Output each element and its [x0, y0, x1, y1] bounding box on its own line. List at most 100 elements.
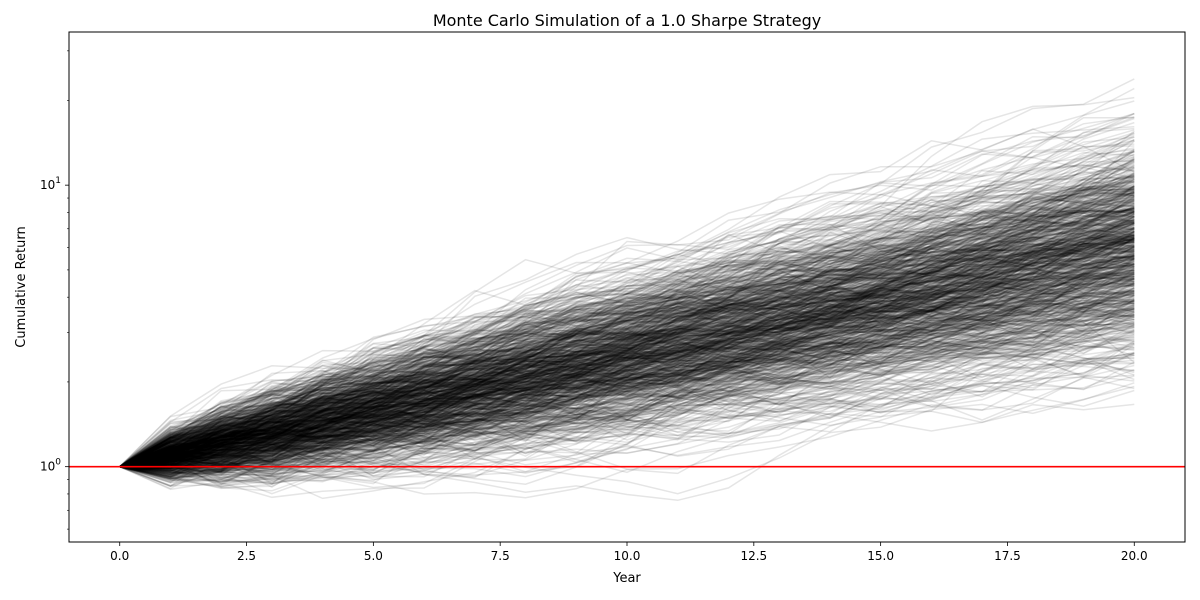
simulation-path: [119, 216, 1135, 468]
simulation-path: [119, 298, 1135, 482]
simulation-path: [119, 237, 1135, 469]
simulation-path: [119, 273, 1135, 468]
simulation-path: [119, 336, 1135, 468]
simulation-path: [119, 272, 1135, 468]
simulation-path: [119, 227, 1135, 468]
simulation-path: [119, 321, 1135, 468]
simulation-path: [119, 212, 1135, 468]
simulation-path: [119, 165, 1135, 468]
simulation-path: [119, 235, 1135, 468]
simulation-path: [119, 149, 1135, 468]
simulation-path: [119, 224, 1135, 468]
simulation-path: [119, 210, 1135, 468]
simulation-path: [119, 215, 1135, 471]
simulation-path: [119, 303, 1135, 468]
simulation-path: [119, 170, 1135, 468]
simulation-path: [119, 287, 1135, 470]
simulation-path: [119, 242, 1135, 468]
simulation-path: [119, 218, 1135, 468]
simulation-path: [119, 215, 1135, 472]
simulation-path: [119, 234, 1135, 468]
simulation-path: [119, 241, 1135, 469]
simulation-path: [119, 291, 1135, 468]
simulation-path: [119, 314, 1135, 468]
simulation-path: [119, 222, 1135, 468]
simulation-path: [119, 267, 1135, 468]
simulation-path: [119, 228, 1135, 468]
simulation-path: [119, 263, 1135, 468]
simulation-path: [119, 140, 1135, 468]
simulation-path: [119, 254, 1135, 468]
simulation-path: [119, 307, 1135, 468]
simulation-path: [119, 268, 1135, 470]
simulation-path: [119, 220, 1135, 476]
simulation-path: [119, 273, 1135, 468]
simulation-path: [119, 237, 1135, 468]
simulation-path: [119, 245, 1135, 488]
simulation-path: [119, 248, 1135, 468]
simulation-path: [119, 216, 1135, 488]
simulation-path: [119, 292, 1135, 489]
simulation-path: [119, 193, 1135, 468]
simulation-path: [119, 261, 1135, 468]
simulation-path: [119, 304, 1135, 472]
simulation-path: [119, 192, 1135, 468]
simulation-path: [119, 315, 1135, 468]
simulation-path: [119, 192, 1135, 468]
simulation-path: [119, 198, 1135, 468]
simulation-path: [119, 238, 1135, 468]
simulation-path: [119, 288, 1135, 468]
simulation-path: [119, 226, 1135, 468]
simulation-path: [119, 299, 1135, 478]
simulation-path: [119, 238, 1135, 468]
simulation-path: [119, 230, 1135, 468]
simulation-path: [119, 283, 1135, 468]
simulation-path: [119, 282, 1135, 475]
simulation-path: [119, 295, 1135, 488]
simulation-path: [119, 308, 1135, 476]
simulation-path: [119, 345, 1135, 468]
simulation-path: [119, 273, 1135, 476]
simulation-path: [119, 183, 1135, 468]
simulation-path: [119, 208, 1135, 468]
simulation-path: [119, 254, 1135, 468]
simulation-path: [119, 310, 1135, 495]
simulation-path: [119, 272, 1135, 468]
simulation-path: [119, 139, 1135, 468]
simulation-path: [119, 335, 1135, 468]
simulation-path: [119, 221, 1135, 468]
simulation-path: [119, 281, 1135, 469]
simulation-path: [119, 219, 1135, 468]
simulation-path: [119, 194, 1135, 468]
simulation-path: [119, 221, 1135, 468]
simulation-path: [119, 306, 1135, 468]
simulation-path: [119, 166, 1135, 468]
simulation-path: [119, 202, 1135, 468]
simulation-path: [119, 329, 1135, 468]
simulation-path: [119, 271, 1135, 475]
simulation-path: [119, 305, 1135, 468]
simulation-path: [119, 218, 1135, 468]
simulation-path: [119, 171, 1135, 468]
simulation-path: [119, 175, 1135, 468]
simulation-path: [119, 254, 1135, 468]
simulation-path: [119, 249, 1135, 468]
simulation-path: [119, 385, 1135, 502]
simulation-path: [119, 307, 1135, 468]
simulation-path: [119, 195, 1135, 475]
simulation-path: [119, 166, 1135, 468]
simulation-path: [119, 294, 1135, 468]
simulation-path: [119, 195, 1135, 468]
simulation-path: [119, 260, 1135, 468]
simulation-path: [119, 207, 1135, 468]
simulation-path: [119, 223, 1135, 468]
y-tick-label: 100: [40, 458, 61, 474]
simulation-path: [119, 246, 1135, 473]
simulation-path: [119, 236, 1135, 468]
simulation-path: [119, 255, 1135, 472]
simulation-path: [119, 242, 1135, 468]
simulation-path: [119, 219, 1135, 468]
simulation-path: [119, 219, 1135, 477]
y-axis-label: Cumulative Return: [14, 226, 29, 347]
simulation-path: [119, 234, 1135, 468]
